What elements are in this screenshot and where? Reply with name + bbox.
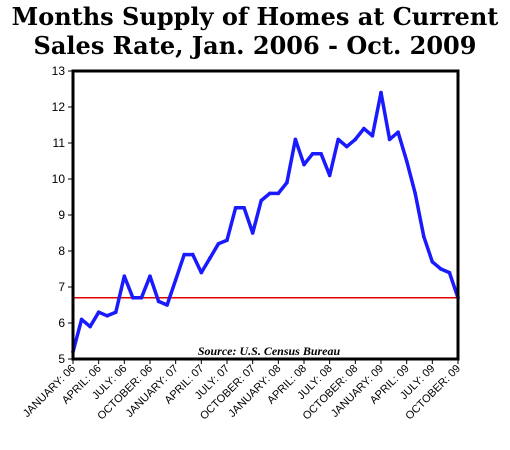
data-point — [319, 152, 323, 156]
data-point — [370, 134, 375, 138]
data-point — [336, 137, 341, 142]
data-point — [276, 191, 281, 196]
data-point — [242, 206, 246, 210]
series-line — [71, 90, 460, 354]
y-tick-label: 7 — [58, 280, 65, 294]
y-tick-label: 12 — [52, 100, 66, 114]
data-point — [182, 252, 187, 257]
source-note: Source: U.S. Census Bureau — [198, 344, 341, 358]
chart-title: Months Supply of Homes at Current Sales … — [0, 2, 510, 60]
data-point — [225, 238, 229, 242]
data-point — [387, 137, 392, 142]
data-point — [396, 130, 400, 134]
data-point — [216, 242, 221, 246]
data-point — [88, 324, 92, 329]
data-point — [293, 137, 298, 142]
data-point — [79, 317, 84, 322]
data-point — [139, 296, 144, 300]
data-point — [285, 180, 289, 185]
data-point — [302, 162, 306, 167]
data-point — [199, 270, 204, 275]
y-tick-label: 13 — [52, 64, 66, 78]
data-point — [250, 231, 255, 235]
data-point — [404, 159, 409, 163]
data-point — [173, 278, 178, 282]
data-point — [439, 267, 443, 271]
y-tick-label: 9 — [58, 208, 65, 222]
data-point — [105, 314, 110, 318]
data-point — [362, 126, 366, 131]
data-point — [190, 252, 195, 257]
data-point — [310, 152, 315, 156]
chart-title-line-2: Sales Rate, Jan. 2006 - Oct. 2009 — [33, 31, 477, 60]
y-tick-label: 11 — [53, 136, 66, 150]
data-point — [233, 206, 238, 210]
data-point — [259, 198, 264, 203]
data-point — [413, 191, 418, 196]
y-tick-label: 10 — [52, 172, 66, 186]
data-point — [447, 270, 452, 275]
data-point — [131, 296, 135, 300]
data-point — [379, 90, 383, 95]
chart-title-line-1: Months Supply of Homes at Current — [11, 2, 499, 31]
data-point — [208, 256, 212, 261]
data-point — [113, 310, 118, 315]
y-tick-label: 8 — [58, 244, 65, 258]
data-point — [96, 310, 101, 315]
data-point — [353, 137, 358, 142]
y-tick-label: 5 — [58, 352, 65, 366]
data-point — [430, 260, 435, 264]
data-point — [122, 274, 127, 279]
data-point — [148, 274, 152, 279]
data-points — [71, 90, 460, 354]
data-point — [344, 144, 349, 149]
data-point — [327, 173, 332, 178]
y-tick-label: 6 — [58, 316, 65, 330]
data-point — [267, 191, 272, 196]
plot-frame — [71, 69, 460, 361]
data-point — [156, 299, 161, 304]
data-point — [421, 234, 426, 239]
y-axis: 5 6 7 8 9 10 11 12 13 — [52, 64, 73, 366]
data-point — [165, 303, 169, 307]
